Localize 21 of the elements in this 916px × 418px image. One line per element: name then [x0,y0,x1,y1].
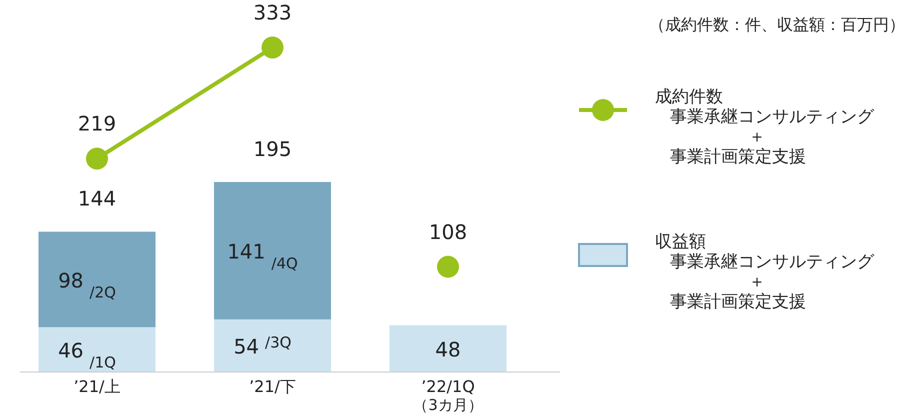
x-tick-label: ’21/上 [74,377,120,396]
bar [38,327,156,372]
bar [390,325,506,372]
data-label: 219 [78,112,116,136]
total-label: 195 [253,137,292,161]
bar [214,319,331,372]
data-label: 54$^{/3Q}$ [234,334,292,359]
legend: 収益額 事業承継コンサルティング＋事業計画策定支援 [578,232,874,312]
x-tick-label: ’21/下 [249,377,296,396]
data-label: 141$_{/4Q}$ [227,240,298,273]
data-label: 333 [253,0,292,25]
legend: 成約件数 事業承継コンサルティング＋事業計画策定支援 [579,87,874,167]
data-label: 108 [428,220,468,244]
data-label: 48 [435,338,461,362]
data-label: 46$_{/1Q}$ [58,338,116,372]
text: （成約件数：件、収益額：百万円） [649,15,905,34]
data-label: 98$_{/2Q}$ [58,268,116,302]
bar [214,182,331,320]
bar [38,232,156,328]
x-tick-label: ’22/1Q （3カ月） [413,377,483,414]
total-label: 144 [78,186,116,211]
